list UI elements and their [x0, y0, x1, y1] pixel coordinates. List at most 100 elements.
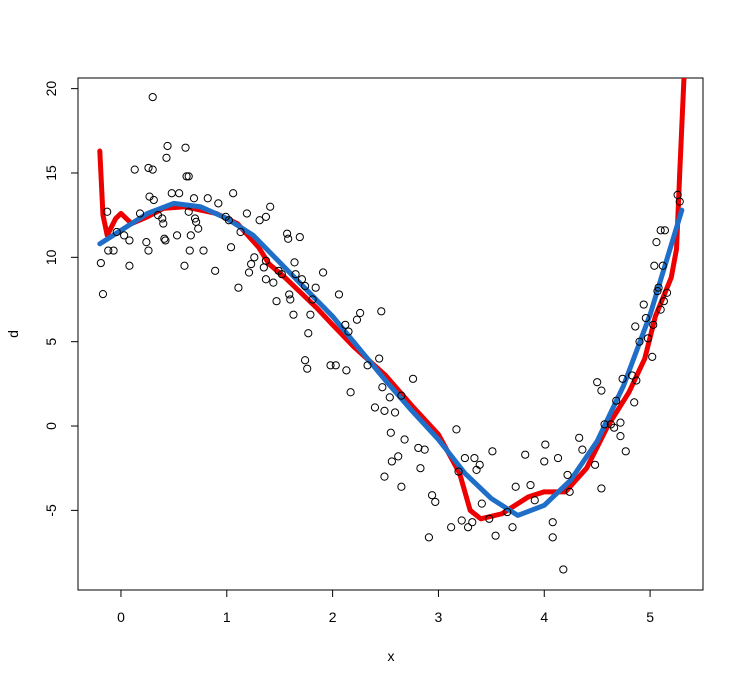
point [341, 320, 350, 329]
point [631, 322, 640, 331]
point [300, 356, 310, 365]
point [387, 457, 396, 466]
y-tick-label: 10 [43, 249, 59, 265]
point [575, 433, 584, 442]
point [148, 165, 157, 174]
point [416, 464, 425, 473]
point [334, 290, 344, 299]
point [460, 453, 469, 463]
x-axis-label: x [388, 648, 395, 664]
point [427, 491, 437, 500]
point [261, 256, 271, 265]
point [291, 270, 300, 279]
point [261, 212, 271, 221]
point [261, 275, 271, 284]
y-tick-label: 15 [43, 165, 59, 181]
point [236, 227, 245, 237]
point [377, 307, 386, 316]
point [269, 278, 278, 287]
point [508, 523, 517, 532]
point [616, 432, 625, 441]
point [175, 189, 184, 198]
point [185, 246, 194, 255]
point [530, 496, 539, 505]
point [639, 300, 648, 309]
point [161, 236, 170, 245]
point [408, 374, 418, 383]
point [656, 226, 665, 235]
point [454, 467, 463, 476]
point [553, 453, 563, 463]
point [112, 227, 121, 237]
point [149, 195, 158, 205]
point [160, 234, 169, 243]
point [597, 386, 606, 395]
point [541, 440, 550, 449]
point [390, 408, 400, 417]
point [103, 207, 112, 216]
point [612, 396, 621, 405]
point [190, 214, 200, 223]
y-axis-label: d [5, 330, 21, 338]
point [420, 445, 429, 454]
point [600, 420, 609, 429]
point [125, 236, 134, 245]
point [652, 238, 661, 247]
point [656, 305, 665, 314]
point [503, 507, 512, 517]
point [375, 354, 384, 363]
point [447, 523, 456, 532]
point [266, 202, 275, 211]
point [491, 531, 500, 540]
point [488, 447, 497, 456]
point [214, 199, 223, 208]
point [632, 376, 641, 385]
point [142, 238, 151, 247]
point [380, 472, 389, 481]
fit-lines [97, 78, 687, 522]
point [650, 261, 659, 270]
point [477, 499, 486, 508]
point [148, 92, 157, 102]
point [400, 435, 409, 444]
point [244, 268, 254, 277]
point [163, 141, 172, 151]
point [285, 290, 294, 299]
point [363, 361, 372, 370]
point [662, 288, 672, 297]
point [184, 172, 193, 181]
x-tick-label: 1 [223, 609, 231, 625]
point [172, 231, 182, 240]
point [641, 313, 650, 323]
point [203, 194, 212, 203]
point [308, 295, 317, 304]
point [255, 216, 264, 225]
point [370, 403, 380, 412]
point [643, 334, 653, 343]
point [618, 374, 627, 383]
fit-line [97, 78, 687, 522]
point [167, 189, 176, 198]
point [475, 460, 484, 469]
point [468, 518, 477, 527]
point [621, 447, 630, 456]
point [304, 329, 313, 338]
point [303, 364, 312, 373]
point [470, 453, 479, 463]
point [578, 445, 587, 454]
point [184, 207, 193, 216]
point [247, 259, 256, 269]
point [540, 457, 549, 466]
point [386, 428, 395, 437]
point [563, 470, 572, 480]
point [627, 371, 637, 380]
point [229, 189, 238, 198]
point [485, 514, 494, 523]
point [394, 452, 403, 461]
point [98, 290, 108, 299]
point [186, 231, 195, 240]
y-tick-label: -5 [43, 504, 59, 517]
y-tick-label: 0 [43, 422, 59, 430]
point [109, 246, 118, 255]
